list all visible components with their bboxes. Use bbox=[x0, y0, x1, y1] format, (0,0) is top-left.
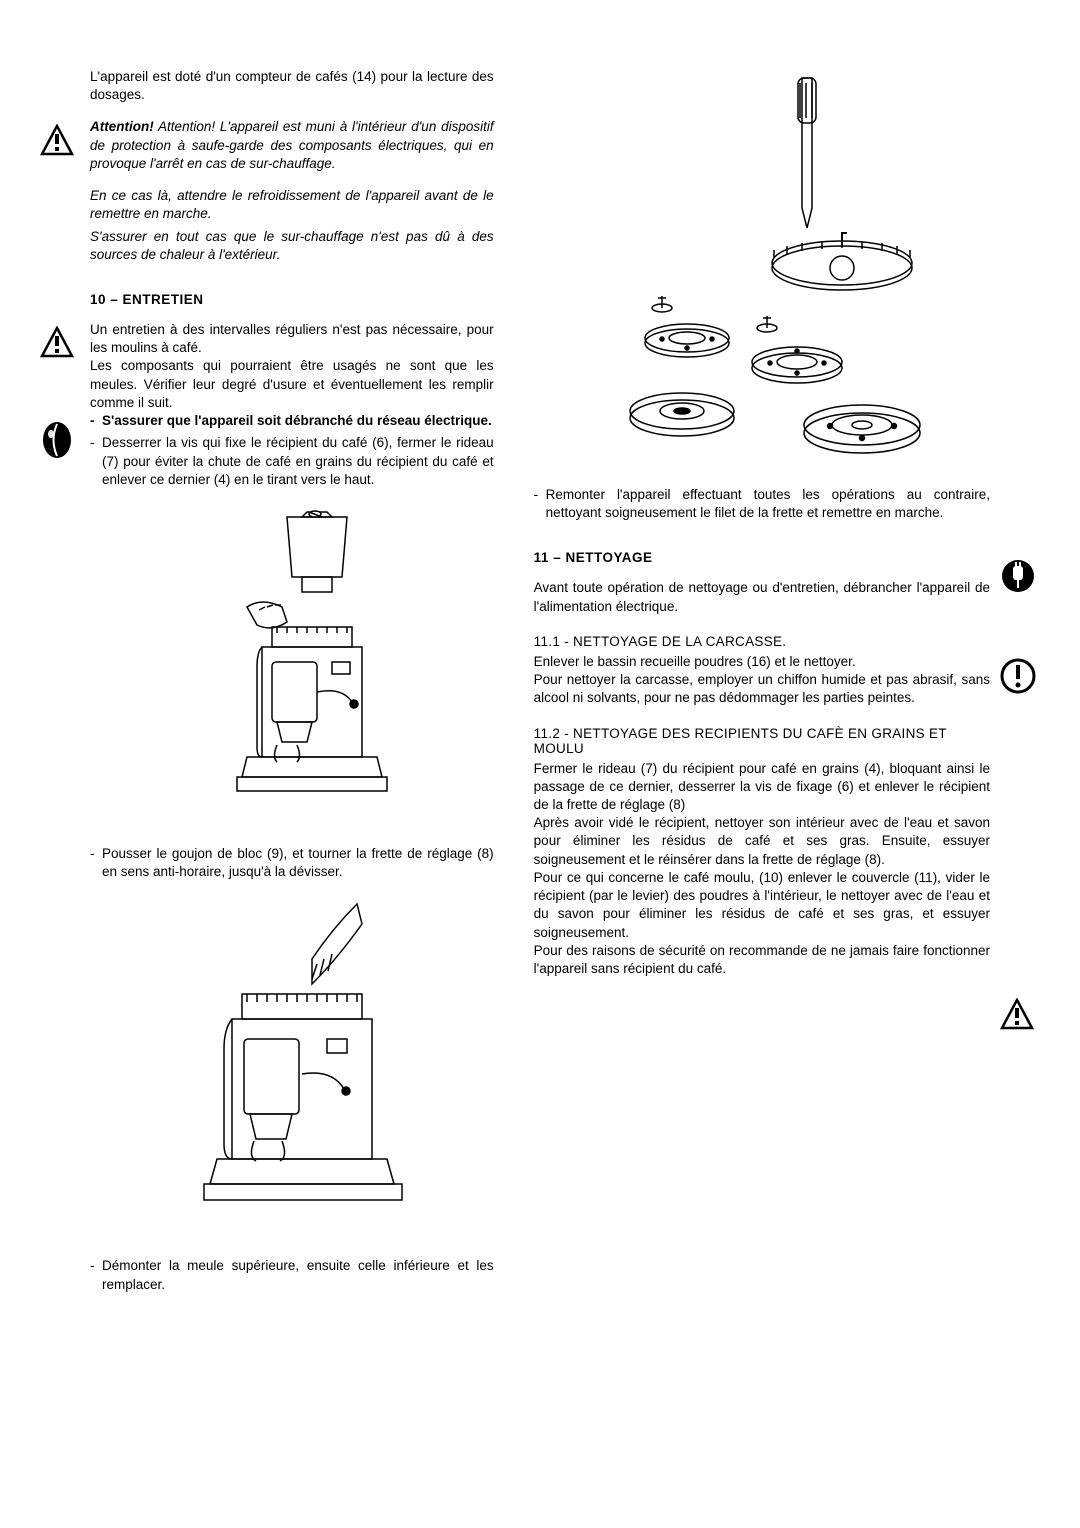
li10b: Desserrer la vis qui fixe le récipient d… bbox=[90, 434, 494, 489]
p11a: Avant toute opération de nettoyage ou d'… bbox=[534, 579, 990, 615]
mandatory-circle-icon bbox=[1000, 658, 1040, 694]
right-column: Remonter l'appareil effectuant toutes le… bbox=[534, 68, 990, 1298]
figure-grinder-hopper bbox=[90, 507, 494, 827]
attention-block: Attention! Attention! L'appareil est mun… bbox=[90, 118, 494, 173]
page-root: L'appareil est doté d'un compteur de caf… bbox=[40, 68, 1040, 1298]
li10a: S'assurer que l'appareil soit débranché … bbox=[90, 412, 494, 430]
attention-p2: En ce cas là, attendre le refroidissemen… bbox=[90, 187, 494, 223]
li-remount: Remonter l'appareil effectuant toutes le… bbox=[534, 486, 990, 522]
remount-list: Remonter l'appareil effectuant toutes le… bbox=[534, 486, 990, 522]
p11-2d: Pour des raisons de sécurité on recomman… bbox=[534, 942, 990, 978]
p11-2b: Après avoir vidé le récipient, nettoyer … bbox=[534, 814, 990, 869]
li10c: Pousser le goujon de bloc (9), et tourne… bbox=[90, 845, 494, 881]
heading-11-1: 11.1 - NETTOYAGE DE LA CARCASSE. bbox=[534, 634, 990, 649]
figure-burrs-exploded bbox=[534, 68, 990, 468]
p10a: Un entretien à des intervalles réguliers… bbox=[90, 321, 494, 357]
p11-1a: Enlever le bassin recueille poudres (16)… bbox=[534, 653, 990, 671]
coffee-bean-icon bbox=[40, 420, 80, 460]
left-column: L'appareil est doté d'un compteur de caf… bbox=[90, 68, 494, 1298]
heading-11-2: 11.2 - NETTOYAGE DES RECIPIENTS DU CAFÈ … bbox=[534, 726, 990, 756]
attention-p3: S'assurer en tout cas que le sur-chauffa… bbox=[90, 228, 494, 264]
entretien-list: S'assurer que l'appareil soit débranché … bbox=[90, 412, 494, 489]
figure-grinder-collar bbox=[90, 899, 494, 1239]
p11-2c: Pour ce qui concerne le café moulu, (10)… bbox=[534, 869, 990, 942]
heading-11: 11 – NETTOYAGE bbox=[534, 550, 990, 565]
p11-2a: Fermer le rideau (7) du récipient pour c… bbox=[534, 760, 990, 815]
li10d: Démonter la meule supérieure, ensuite ce… bbox=[90, 1257, 494, 1293]
attention-lead: Attention! bbox=[90, 119, 154, 134]
heading-10: 10 – ENTRETIEN bbox=[90, 292, 494, 307]
entretien-list-3: Démonter la meule supérieure, ensuite ce… bbox=[90, 1257, 494, 1293]
intro-text: L'appareil est doté d'un compteur de caf… bbox=[90, 68, 494, 104]
plug-circle-icon bbox=[1000, 558, 1040, 594]
warning-icon bbox=[1000, 998, 1040, 1032]
p10b: Les composants qui pourraient être usagé… bbox=[90, 357, 494, 412]
entretien-list-2: Pousser le goujon de bloc (9), et tourne… bbox=[90, 845, 494, 881]
p11-1b: Pour nettoyer la carcasse, employer un c… bbox=[534, 671, 990, 707]
warning-icon bbox=[40, 326, 80, 360]
warning-icon bbox=[40, 124, 80, 158]
